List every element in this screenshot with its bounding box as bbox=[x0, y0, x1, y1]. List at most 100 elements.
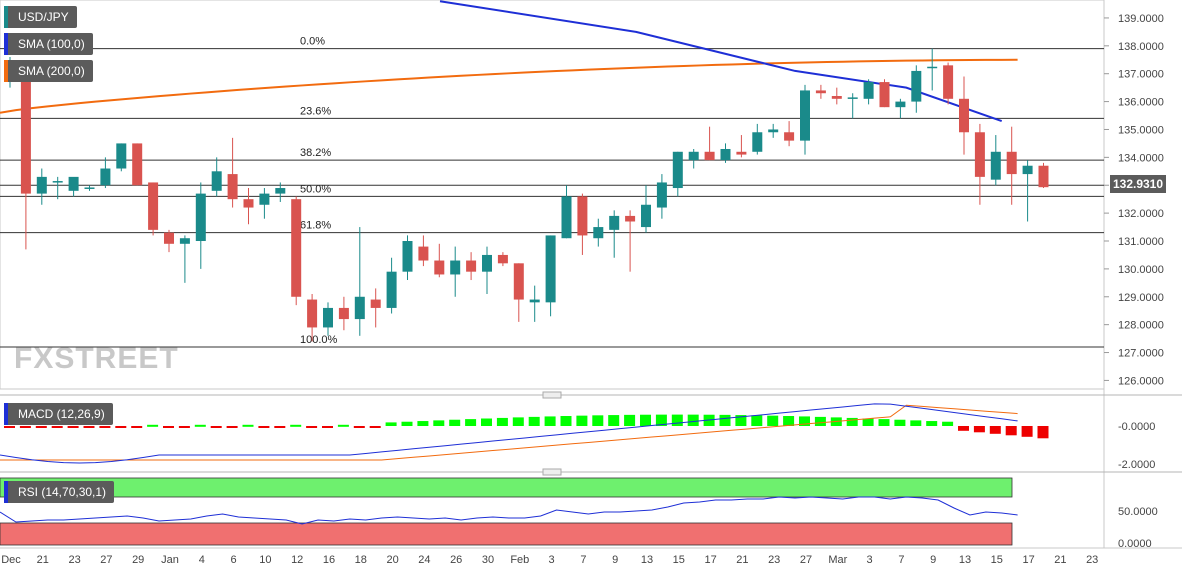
candle-body bbox=[354, 296, 365, 320]
candlestick bbox=[275, 182, 286, 202]
candlestick bbox=[227, 137, 238, 208]
candlestick bbox=[497, 252, 508, 267]
moving-averages bbox=[0, 0, 1018, 123]
time-tick-label: 13 bbox=[959, 554, 971, 566]
symbol-badge[interactable]: USD/JPY bbox=[4, 6, 77, 28]
macd-histogram-bar bbox=[671, 414, 683, 426]
time-tick-label: 29 bbox=[132, 554, 144, 566]
candle-body bbox=[784, 132, 795, 141]
candle-body bbox=[195, 193, 206, 242]
fibonacci-levels: 0.0% 23.6% 38.2% 50.0% 61.8% 100.0% bbox=[0, 36, 1104, 348]
time-tick-label: 21 bbox=[37, 554, 49, 566]
macd-signal-line bbox=[0, 404, 1018, 461]
rsi-overbought-zone bbox=[0, 477, 1013, 498]
candlestick bbox=[704, 126, 715, 161]
time-tick-label: 6 bbox=[231, 554, 237, 566]
macd-histogram-bar bbox=[751, 415, 763, 426]
macd-histogram-bar bbox=[878, 419, 890, 426]
candlestick bbox=[927, 48, 938, 91]
macd-badge[interactable]: MACD (12,26,9) bbox=[4, 403, 113, 425]
grid-lines bbox=[0, 0, 1182, 548]
fib-level-label: 61.8% bbox=[300, 220, 331, 232]
time-tick-label: 13 bbox=[641, 554, 653, 566]
fib-level-label: 100.0% bbox=[300, 334, 338, 346]
time-tick-label: 15 bbox=[991, 554, 1003, 566]
candle-body bbox=[911, 70, 922, 102]
time-tick-label: 24 bbox=[418, 554, 430, 566]
time-tick-label: Feb bbox=[510, 554, 529, 566]
macd-histogram-bar bbox=[862, 418, 874, 426]
macd-histogram-bar bbox=[735, 415, 747, 426]
candlestick bbox=[974, 123, 985, 205]
rsi-panel: 50.0000 0.0000 bbox=[0, 477, 1158, 550]
candle-body bbox=[641, 204, 651, 228]
candlestick bbox=[720, 143, 731, 163]
rsi-badge[interactable]: RSI (14,70,30,1) bbox=[4, 481, 115, 503]
macd-histogram-bar bbox=[242, 424, 254, 427]
time-tick-label: 23 bbox=[68, 554, 80, 566]
macd-histogram-bar bbox=[1005, 426, 1017, 436]
candle-body bbox=[625, 215, 636, 222]
macd-histogram-bar bbox=[958, 426, 969, 431]
candlestick bbox=[672, 151, 683, 197]
price-tick-label: 135.0000 bbox=[1118, 124, 1164, 136]
time-tick-label: 17 bbox=[704, 554, 716, 566]
candlestick bbox=[482, 246, 492, 294]
candlestick bbox=[434, 243, 445, 278]
macd-histogram-bar bbox=[1037, 426, 1049, 439]
macd-histogram-bar bbox=[258, 426, 270, 428]
candlestick bbox=[641, 185, 651, 233]
macd-histogram-bar bbox=[337, 424, 349, 427]
candle-body bbox=[927, 66, 938, 69]
macd-histogram-bar bbox=[481, 418, 492, 426]
macd-histogram-bar bbox=[608, 415, 620, 426]
candlestick bbox=[291, 196, 302, 306]
price-tick-label: 126.0000 bbox=[1118, 375, 1164, 387]
candlestick bbox=[36, 168, 47, 205]
candlestick bbox=[593, 218, 604, 247]
candle-body bbox=[656, 182, 667, 208]
macd-histogram-bar bbox=[496, 417, 508, 426]
candlesticks bbox=[5, 48, 1049, 342]
time-tick-label: 10 bbox=[259, 554, 271, 566]
candlestick bbox=[561, 185, 572, 239]
candlestick bbox=[752, 123, 763, 155]
fib-level-label: 23.6% bbox=[300, 105, 331, 117]
candlestick bbox=[656, 174, 667, 219]
sma200-badge[interactable]: SMA (200,0) bbox=[4, 60, 93, 82]
price-tick-label: 129.0000 bbox=[1118, 292, 1164, 304]
candlestick bbox=[116, 143, 127, 172]
candle-body bbox=[672, 151, 683, 189]
candlestick bbox=[943, 62, 954, 105]
candle-body bbox=[545, 235, 556, 303]
candlestick bbox=[68, 176, 79, 197]
time-tick-label: 15 bbox=[673, 554, 685, 566]
candle-body bbox=[529, 299, 540, 303]
candle-body bbox=[482, 254, 492, 272]
macd-histogram-bar bbox=[989, 426, 1001, 434]
candlestick bbox=[1022, 160, 1033, 222]
time-tick-label: 4 bbox=[199, 554, 205, 566]
candlestick bbox=[1006, 126, 1017, 205]
candlestick bbox=[879, 79, 890, 108]
rsi-tick-label: 0.0000 bbox=[1118, 538, 1152, 550]
macd-histogram-bar bbox=[369, 426, 381, 428]
candle-body bbox=[1022, 165, 1033, 175]
time-tick-label: Mar bbox=[828, 554, 847, 566]
candle-body bbox=[959, 98, 969, 133]
candle-body bbox=[863, 82, 874, 99]
time-tick-label: 23 bbox=[1086, 554, 1098, 566]
sma100-badge[interactable]: SMA (100,0) bbox=[4, 33, 93, 55]
macd-histogram-bar bbox=[353, 426, 365, 428]
last-price-tag: 132.9310 bbox=[1110, 175, 1166, 193]
watermark-text: FXSTREET bbox=[14, 342, 179, 375]
candlestick bbox=[784, 121, 795, 147]
time-tick-label: 17 bbox=[1022, 554, 1034, 566]
macd-histogram-bar bbox=[194, 424, 206, 427]
candlestick bbox=[800, 84, 810, 155]
candle-body bbox=[974, 132, 985, 177]
candle-body bbox=[179, 238, 190, 244]
candlestick bbox=[370, 288, 381, 328]
candlestick bbox=[132, 143, 143, 186]
